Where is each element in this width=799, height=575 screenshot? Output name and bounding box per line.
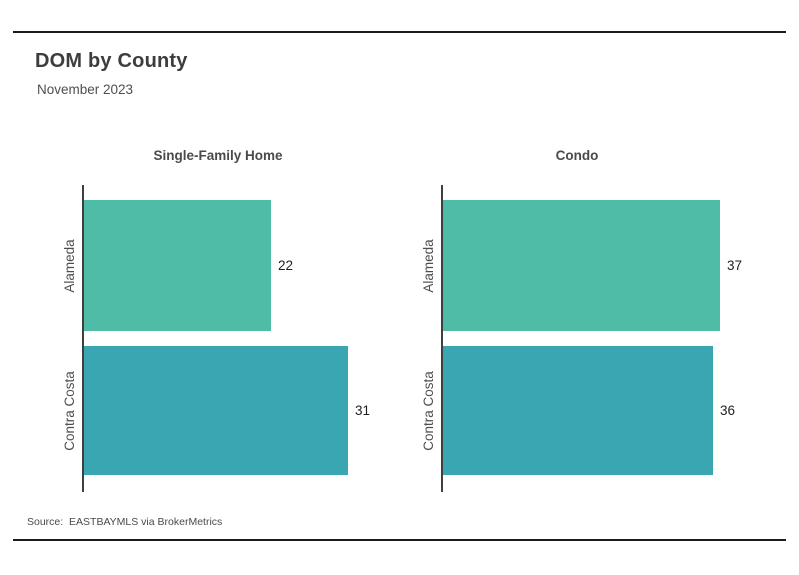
source-note: Source: EASTBAYMLS via BrokerMetrics bbox=[27, 516, 223, 528]
bar-value-label: 37 bbox=[727, 257, 743, 273]
y-axis-category-label: Alameda bbox=[62, 238, 77, 293]
page-subtitle: November 2023 bbox=[37, 82, 134, 97]
top-divider-line bbox=[13, 31, 786, 33]
page-title: DOM by County bbox=[35, 50, 188, 72]
bar-contra-costa bbox=[443, 346, 713, 475]
panel-title-single-family: Single-Family Home bbox=[153, 148, 283, 163]
y-axis-spine-right-panel bbox=[441, 185, 443, 492]
panel-title-condo: Condo bbox=[555, 148, 599, 163]
y-axis-spine-left-panel bbox=[82, 185, 84, 492]
y-axis-category-label: Alameda bbox=[421, 238, 436, 293]
y-axis-category-label: Contra Costa bbox=[62, 370, 77, 451]
y-axis-category-label: Contra Costa bbox=[421, 370, 436, 451]
bottom-divider-line bbox=[13, 539, 786, 541]
bar-value-label: 22 bbox=[278, 257, 294, 273]
bar-value-label: 31 bbox=[355, 402, 371, 418]
bar-alameda bbox=[443, 200, 720, 331]
bar-alameda bbox=[84, 200, 271, 331]
bar-value-label: 36 bbox=[720, 402, 736, 418]
bar-contra-costa bbox=[84, 346, 348, 475]
